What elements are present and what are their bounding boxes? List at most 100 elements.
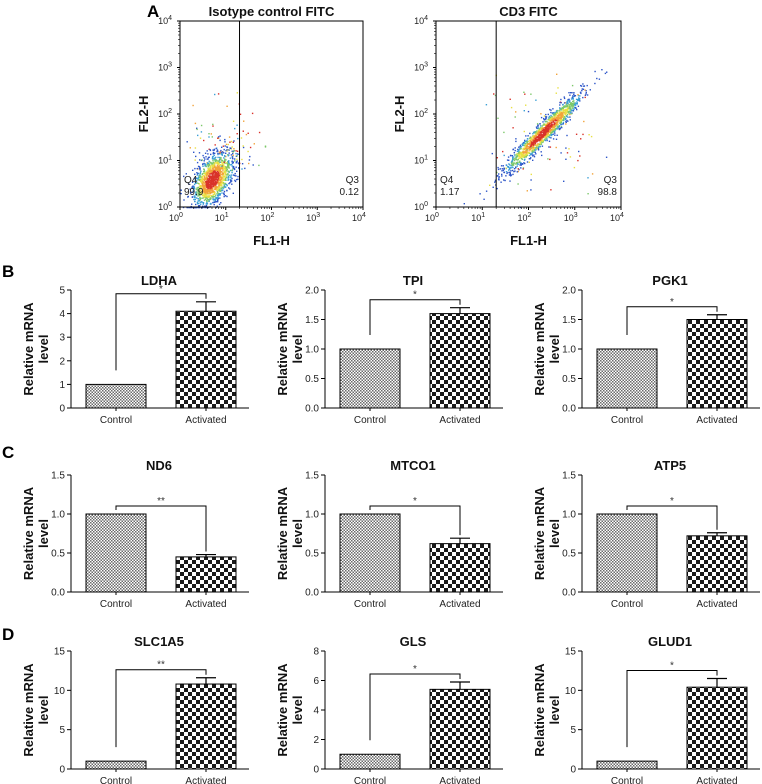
x-tick-label: 103	[564, 212, 578, 223]
flow-event	[543, 118, 545, 121]
flow-event	[222, 145, 225, 147]
y-tick-label: 4	[313, 706, 319, 717]
quadrant-name: Q3	[346, 175, 360, 186]
flow-event	[212, 202, 214, 204]
flow-event	[220, 149, 222, 152]
flow-event	[214, 158, 216, 160]
flow-event	[509, 167, 511, 169]
flow-event	[234, 127, 236, 130]
flow-event	[211, 188, 213, 191]
flow-event	[518, 146, 520, 148]
flow-event	[219, 156, 221, 159]
flow-event	[563, 112, 566, 114]
flow-event	[483, 198, 485, 200]
flow-event	[545, 118, 547, 120]
flow-event	[200, 176, 202, 179]
flow-event	[212, 185, 214, 188]
flow-event	[570, 108, 572, 110]
flow-event	[563, 102, 566, 104]
flow-event	[186, 141, 188, 143]
flow-event	[539, 129, 541, 132]
flow-event	[531, 152, 533, 154]
flow-event	[583, 120, 585, 123]
flow-event	[582, 88, 585, 90]
flow-event	[520, 164, 522, 166]
y-axis-label: Relative mRNAlevel	[21, 663, 51, 757]
flow-event	[512, 148, 515, 150]
significance-bracket	[626, 505, 718, 530]
x-tick-label: Activated	[185, 776, 226, 784]
flow-event	[212, 199, 215, 201]
flow-event	[563, 97, 566, 100]
flow-event	[224, 158, 226, 160]
flow-event	[207, 184, 209, 186]
y-axis-label: Relative mRNAlevel	[275, 663, 305, 757]
flow-event	[197, 188, 199, 191]
flow-event	[547, 135, 549, 138]
y-tick-label: 0.5	[51, 549, 65, 560]
flow-event	[224, 170, 226, 172]
flow-event	[225, 170, 228, 172]
flow-event	[221, 161, 223, 164]
flow-event	[217, 201, 219, 203]
flow-event	[545, 135, 547, 138]
y-tick-label: 0.0	[562, 404, 576, 415]
flow-event	[533, 140, 535, 142]
flow-event	[201, 201, 203, 203]
flow-event	[216, 163, 219, 165]
flow-event	[535, 137, 537, 139]
flow-event	[197, 198, 199, 200]
y-tick-label: 1.5	[51, 471, 65, 482]
flow-event	[536, 136, 538, 138]
flow-event	[219, 184, 222, 186]
flow-event	[219, 188, 221, 191]
flow-event	[508, 159, 510, 161]
flow-event	[509, 98, 511, 100]
flow-event	[232, 141, 234, 143]
flow-event	[200, 170, 202, 172]
flow-event	[219, 172, 221, 175]
flow-event	[586, 94, 589, 96]
flow-event	[202, 205, 204, 208]
flow-event	[558, 116, 560, 119]
flow-event	[219, 158, 221, 160]
flow-event	[218, 174, 220, 177]
flow-event	[200, 189, 202, 192]
flow-event	[233, 140, 235, 142]
flow-event	[551, 117, 553, 119]
flow-event	[207, 179, 209, 182]
flow-event	[227, 170, 229, 172]
flow-event	[196, 190, 198, 192]
significance-marker: *	[413, 290, 417, 301]
flow-event	[213, 196, 215, 198]
flow-event	[537, 143, 539, 145]
flow-event	[546, 123, 548, 126]
flow-event	[208, 148, 210, 150]
flow-event	[208, 179, 210, 181]
flow-event	[564, 105, 566, 107]
flow-event	[560, 109, 563, 111]
flow-event	[540, 131, 543, 133]
flow-event	[191, 203, 193, 205]
flow-event	[237, 137, 239, 140]
flow-event	[191, 196, 194, 198]
flow-event	[529, 145, 531, 147]
flow-event	[531, 141, 533, 144]
flow-event	[222, 166, 225, 168]
flow-event	[180, 192, 182, 195]
flow-event	[206, 158, 208, 160]
flow-event	[204, 180, 206, 182]
flow-event	[549, 134, 551, 136]
flow-event	[210, 162, 212, 164]
flow-event	[496, 187, 498, 190]
quadrant-name: Q3	[604, 175, 618, 186]
flow-event	[546, 139, 548, 142]
flow-event	[197, 189, 199, 192]
flow-event	[567, 103, 570, 105]
x-axis-label: FL1-H	[253, 233, 290, 248]
flow-event	[523, 147, 526, 149]
flow-event	[199, 178, 201, 181]
y-tick-label: 104	[414, 15, 428, 26]
flow-event	[564, 102, 567, 104]
flow-event	[513, 156, 515, 158]
